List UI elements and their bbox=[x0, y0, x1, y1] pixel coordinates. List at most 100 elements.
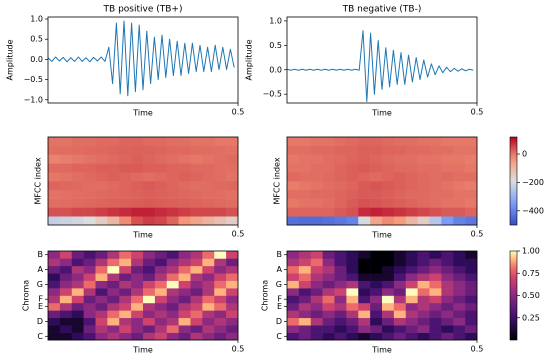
heat-cell bbox=[441, 273, 454, 281]
heat-cell bbox=[107, 163, 120, 173]
heat-cell bbox=[382, 172, 395, 182]
heat-cell bbox=[287, 216, 300, 226]
heat-cell bbox=[393, 251, 407, 259]
heat-cell bbox=[71, 207, 84, 217]
heat-cell bbox=[441, 198, 454, 208]
heat-cell bbox=[334, 310, 347, 319]
heat-cell bbox=[48, 172, 61, 182]
heat-cell bbox=[143, 181, 156, 191]
heat-cell bbox=[95, 332, 108, 341]
heat-cell bbox=[178, 172, 191, 182]
heat-cell bbox=[393, 325, 407, 333]
plot-frame bbox=[47, 16, 239, 104]
heat-cell bbox=[298, 310, 312, 319]
heat-cell bbox=[131, 172, 144, 182]
heat-cell bbox=[453, 288, 466, 296]
heat-cell bbox=[346, 251, 359, 259]
heat-cell bbox=[190, 302, 203, 311]
heat-cell bbox=[83, 295, 96, 304]
heat-cell bbox=[287, 325, 300, 333]
heat-cell bbox=[95, 198, 108, 208]
heat-cell bbox=[310, 332, 323, 341]
heat-cell bbox=[310, 273, 323, 281]
heat-cell bbox=[346, 325, 359, 333]
heat-cell bbox=[190, 258, 203, 267]
heat-cell bbox=[287, 251, 300, 259]
heat-cell bbox=[143, 207, 156, 217]
y-axis-label: Amplitude bbox=[6, 39, 15, 80]
heat-cell bbox=[334, 317, 347, 326]
y-tick-label: 0.5 bbox=[30, 35, 43, 44]
heat-cell bbox=[453, 189, 466, 199]
heat-cell bbox=[107, 317, 120, 326]
y-tick-label: D bbox=[37, 317, 43, 326]
heat-cell bbox=[214, 172, 227, 182]
heat-cell bbox=[298, 198, 312, 208]
heat-cell bbox=[429, 302, 442, 311]
heat-cell bbox=[71, 280, 84, 289]
y-tick-label: −0.5 bbox=[263, 90, 282, 99]
heat-cell bbox=[131, 280, 144, 289]
heat-cell bbox=[287, 172, 300, 182]
heat-cell bbox=[405, 154, 418, 164]
heat-cell bbox=[71, 251, 84, 259]
heat-cell bbox=[202, 172, 215, 182]
y-tick-label: G bbox=[37, 280, 43, 289]
heat-cell bbox=[405, 325, 418, 333]
heat-cell bbox=[107, 288, 120, 296]
heat-cell bbox=[322, 145, 335, 155]
heat-cell bbox=[382, 258, 395, 267]
heat-cell bbox=[393, 207, 407, 217]
y-tick-label: G bbox=[276, 280, 282, 289]
heat-cell bbox=[48, 288, 61, 296]
heat-cell bbox=[226, 258, 239, 267]
heat-cell bbox=[178, 145, 191, 155]
heat-cell bbox=[393, 280, 407, 289]
heat-cell bbox=[370, 207, 383, 217]
heat-cell bbox=[71, 325, 84, 333]
heat-cell bbox=[131, 198, 144, 208]
heat-cell bbox=[382, 181, 395, 191]
heat-cell bbox=[298, 295, 312, 304]
heat-cell bbox=[119, 325, 132, 333]
heat-cell bbox=[429, 198, 442, 208]
heat-cell bbox=[405, 332, 418, 341]
heat-cell bbox=[119, 181, 132, 191]
heat-cell bbox=[190, 317, 203, 326]
heat-cell bbox=[298, 163, 312, 173]
heat-cell bbox=[48, 189, 61, 199]
heat-cell bbox=[95, 265, 108, 274]
heat-cell bbox=[119, 258, 132, 267]
heat-cell bbox=[322, 280, 335, 289]
heat-cell bbox=[334, 137, 347, 147]
heat-cell bbox=[214, 251, 227, 259]
heat-cell bbox=[214, 189, 227, 199]
heat-cell bbox=[405, 172, 418, 182]
heat-cell bbox=[48, 137, 61, 147]
y-tick-label: A bbox=[277, 265, 283, 274]
heat-cell bbox=[465, 332, 478, 341]
heat-cell bbox=[71, 258, 84, 267]
heat-cell bbox=[382, 163, 395, 173]
heat-cell bbox=[322, 172, 335, 182]
heat-cell bbox=[154, 181, 168, 191]
heat-cell bbox=[322, 154, 335, 164]
heat-cell bbox=[429, 207, 442, 217]
heat-cell bbox=[59, 273, 73, 281]
heat-cell bbox=[107, 273, 120, 281]
heat-cell bbox=[453, 207, 466, 217]
heat-cell bbox=[107, 251, 120, 259]
x-axis-label: Time bbox=[132, 109, 153, 118]
heat-cell bbox=[322, 310, 335, 319]
heat-cell bbox=[143, 163, 156, 173]
heat-cell bbox=[119, 310, 132, 319]
heat-cell bbox=[59, 198, 73, 208]
heat-cell bbox=[48, 181, 61, 191]
heat-cell bbox=[119, 154, 132, 164]
heat-cell bbox=[429, 273, 442, 281]
heat-cell bbox=[417, 302, 430, 311]
heat-cell bbox=[417, 295, 430, 304]
heat-cell bbox=[131, 258, 144, 267]
heat-cell bbox=[83, 216, 96, 226]
